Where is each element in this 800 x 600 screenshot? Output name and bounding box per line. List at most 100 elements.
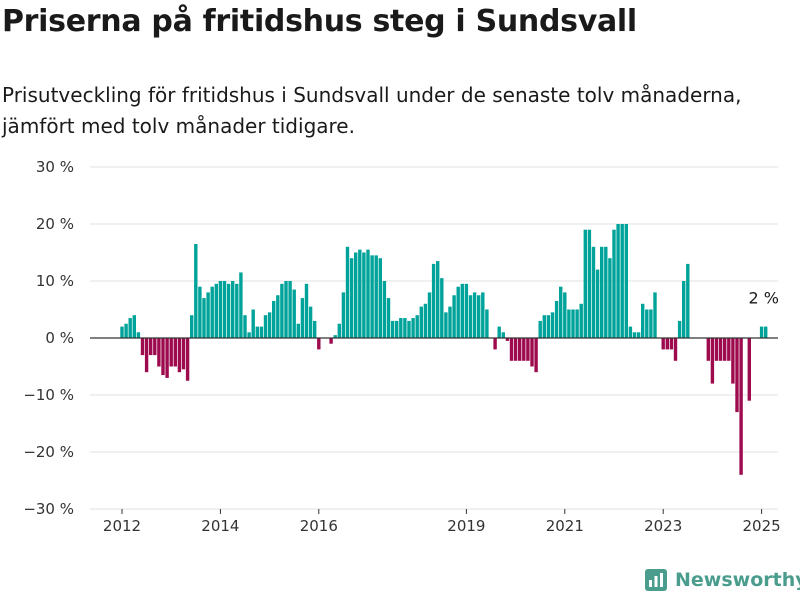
bar	[579, 303, 583, 338]
bar	[313, 320, 317, 338]
bar	[136, 332, 141, 338]
y-tick-label: −20 %	[23, 443, 74, 461]
bar	[509, 338, 514, 361]
bar	[239, 272, 243, 338]
bar	[427, 292, 432, 338]
bar	[595, 269, 600, 338]
bar	[263, 315, 268, 338]
bar	[423, 303, 428, 338]
bar	[259, 326, 264, 338]
bar	[616, 224, 620, 338]
bar	[714, 338, 719, 361]
bar	[764, 326, 768, 338]
newsworthy-logo-icon	[645, 569, 667, 591]
y-tick-label: 0 %	[45, 329, 74, 347]
bar	[202, 298, 206, 338]
y-tick-label: 20 %	[36, 215, 74, 233]
bar	[411, 318, 415, 338]
bar	[526, 338, 530, 361]
x-tick-label: 2016	[300, 517, 338, 535]
bar	[276, 295, 280, 338]
bar	[735, 338, 739, 413]
bar	[673, 338, 678, 361]
bar	[448, 306, 452, 338]
bar	[226, 283, 231, 338]
x-tick-label: 2021	[546, 517, 584, 535]
bar	[304, 283, 309, 338]
bar	[358, 249, 362, 338]
bar	[354, 252, 358, 338]
bar	[682, 281, 686, 338]
bar	[157, 338, 161, 367]
bar	[333, 335, 337, 338]
bar	[349, 258, 354, 338]
bar	[493, 338, 497, 350]
x-tick-label: 2014	[201, 517, 239, 535]
bar	[198, 286, 202, 338]
bar	[636, 332, 641, 338]
bar	[390, 320, 395, 338]
latest-value-label: 2 %	[748, 289, 778, 308]
bar	[185, 338, 190, 381]
bar	[653, 292, 657, 338]
bar	[559, 286, 563, 338]
bar	[731, 338, 735, 384]
bar	[243, 315, 247, 338]
bar	[505, 338, 510, 341]
bar	[403, 318, 407, 338]
bar	[706, 338, 710, 361]
bar	[255, 326, 259, 338]
bar	[497, 326, 501, 338]
bar	[464, 283, 469, 338]
bar	[280, 283, 284, 338]
bar	[641, 303, 645, 338]
bar	[267, 312, 272, 338]
bar	[620, 224, 624, 338]
bar	[436, 261, 440, 338]
bar	[468, 295, 473, 338]
bar	[546, 315, 551, 338]
bar	[649, 309, 653, 338]
bar	[444, 312, 448, 338]
bar	[317, 338, 321, 350]
bar	[128, 318, 132, 338]
bar	[624, 224, 628, 338]
bar	[661, 338, 665, 350]
bar	[292, 289, 296, 338]
bar	[563, 292, 567, 338]
x-tick-label: 2023	[644, 517, 682, 535]
bar	[604, 246, 608, 338]
bar	[288, 281, 292, 338]
bar	[522, 338, 526, 361]
bar	[669, 338, 674, 350]
bar	[382, 281, 387, 338]
bar	[587, 229, 592, 338]
bar	[161, 338, 165, 376]
bar	[759, 326, 764, 338]
bar	[190, 315, 194, 338]
bar	[308, 306, 313, 338]
bar	[645, 309, 649, 338]
bar	[378, 258, 382, 338]
bar	[386, 298, 391, 338]
chart-title: Priserna på fritidshus steg i Sundsvall	[2, 4, 637, 39]
bar	[554, 300, 559, 338]
bar	[534, 338, 538, 373]
bar	[612, 229, 616, 338]
bar	[235, 283, 239, 338]
bar	[300, 298, 305, 338]
bar	[214, 283, 218, 338]
x-axis-ticks: 2012 2014 2016 2019 2021 2023 2025	[103, 509, 781, 535]
bar	[169, 338, 173, 367]
bar	[124, 323, 128, 338]
bar	[181, 338, 186, 370]
bar	[251, 309, 255, 338]
bar	[571, 309, 575, 338]
bar	[542, 315, 546, 338]
bar	[628, 326, 633, 338]
x-tick-label: 2025	[743, 517, 781, 535]
bar-chart: 30 %20 %10 %0 %−10 %−20 %−30 % 2012 2014 2…	[23, 158, 781, 535]
bar	[472, 292, 477, 338]
bar	[723, 338, 727, 361]
bar	[460, 283, 464, 338]
